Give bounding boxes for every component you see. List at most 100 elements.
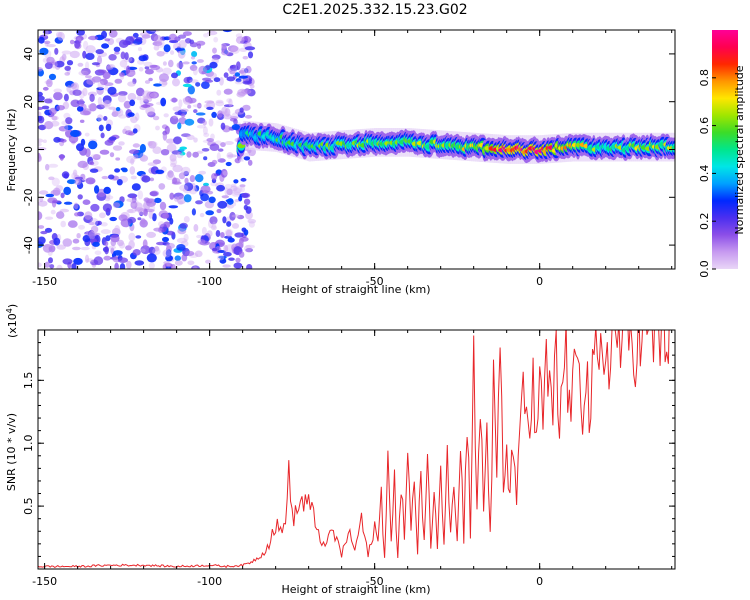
noise-speckle: [165, 255, 174, 262]
noise-speckle: [196, 59, 204, 63]
x-tick-label: -50: [366, 575, 384, 588]
noise-speckle: [38, 67, 43, 72]
noise-speckle: [45, 216, 54, 220]
noise-speckle: [193, 137, 198, 143]
noise-speckle: [170, 158, 178, 166]
noise-speckle: [64, 125, 73, 130]
noise-speckle: [211, 159, 218, 165]
colorbar-gradient: [712, 30, 738, 269]
noise-speckle: [174, 255, 181, 261]
noise-speckle: [203, 156, 208, 161]
noise-speckle: [191, 61, 197, 65]
noise-speckle: [129, 149, 139, 155]
noise-speckle: [44, 98, 53, 104]
noise-speckle: [209, 61, 218, 69]
noise-speckle: [233, 187, 241, 196]
noise-speckle: [102, 71, 111, 80]
noise-speckle: [210, 133, 215, 140]
noise-speckle: [170, 50, 175, 55]
noise-speckle: [174, 111, 183, 116]
noise-speckle: [101, 30, 107, 39]
noise-speckle: [106, 64, 114, 70]
noise-speckle: [234, 199, 240, 203]
noise-speckle: [66, 179, 77, 185]
y-tick-label: -20: [22, 188, 35, 206]
noise-speckle: [108, 136, 117, 141]
spectrogram-y-ticks: -40 -20 0 20 40: [22, 47, 675, 254]
noise-speckle: [81, 67, 91, 76]
noise-speckle: [244, 244, 252, 253]
noise-speckle: [203, 33, 209, 38]
noise-speckle: [231, 124, 240, 131]
noise-speckle: [100, 132, 105, 139]
noise-speckle: [162, 213, 169, 219]
noise-speckle: [203, 182, 209, 187]
noise-speckle: [150, 141, 158, 148]
noise-speckle: [213, 77, 221, 83]
noise-speckle: [137, 190, 144, 200]
noise-speckle: [146, 30, 157, 34]
noise-speckle: [224, 141, 234, 145]
noise-speckle: [204, 100, 215, 104]
noise-speckle: [50, 209, 56, 215]
noise-speckle: [132, 78, 137, 85]
noise-speckle: [197, 102, 202, 109]
noise-speckle: [227, 154, 238, 158]
noise-speckle: [139, 98, 145, 106]
noise-speckle: [123, 100, 131, 109]
noise-speckle: [171, 150, 182, 155]
noise-speckle: [130, 158, 135, 165]
noise-speckle: [127, 112, 135, 117]
noise-speckle: [66, 85, 72, 93]
noise-speckle: [198, 65, 208, 75]
y-tick-label: 0.5: [22, 497, 35, 514]
noise-speckle: [108, 106, 116, 110]
noise-speckle: [82, 199, 91, 205]
noise-speckle: [118, 214, 128, 222]
noise-speckle: [187, 85, 195, 95]
noise-speckle: [239, 107, 244, 113]
y-tick-label: 20: [22, 95, 35, 109]
noise-speckle: [195, 112, 206, 116]
x-tick-label: -150: [32, 275, 57, 288]
noise-speckle: [84, 132, 90, 137]
noise-speckle: [247, 159, 253, 166]
noise-speckle: [48, 73, 57, 81]
noise-speckle: [176, 61, 184, 69]
noise-speckle: [147, 141, 153, 146]
noise-speckle: [171, 72, 178, 79]
noise-speckle: [98, 124, 104, 132]
noise-speckle: [247, 218, 257, 224]
noise-speckle: [177, 49, 186, 59]
noise-speckle: [118, 91, 128, 96]
noise-speckle: [238, 195, 243, 202]
noise-speckle: [132, 32, 139, 38]
noise-speckle: [137, 47, 143, 52]
noise-speckle: [246, 264, 253, 269]
noise-speckle: [176, 152, 184, 159]
noise-speckle: [186, 134, 195, 140]
noise-speckle: [199, 212, 205, 218]
noise-speckle: [173, 136, 182, 145]
noise-speckle: [150, 64, 161, 71]
noise-speckle: [99, 212, 106, 219]
noise-speckle: [110, 239, 117, 247]
noise-speckle: [95, 49, 104, 55]
noise-speckle: [38, 262, 42, 268]
noise-speckle: [212, 47, 217, 54]
noise-speckle: [85, 148, 91, 158]
noise-speckle: [76, 30, 85, 36]
noise-speckle: [162, 67, 172, 76]
noise-speckle: [80, 246, 90, 251]
noise-speckle: [206, 106, 214, 110]
noise-speckle: [144, 80, 151, 84]
noise-speckle: [103, 255, 112, 261]
noise-speckle: [72, 169, 78, 177]
noise-speckle: [124, 52, 129, 61]
noise-speckle: [51, 116, 58, 121]
noise-speckle: [89, 93, 95, 102]
noise-speckle: [165, 138, 176, 144]
noise-speckle: [166, 260, 171, 268]
noise-speckle: [106, 64, 111, 72]
noise-speckle: [191, 51, 198, 58]
